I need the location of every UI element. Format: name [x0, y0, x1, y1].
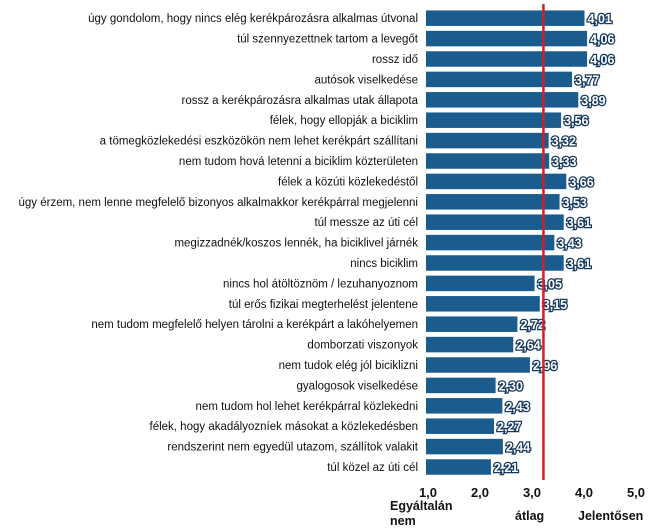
bar [426, 173, 567, 190]
value-label: 2,96 [533, 359, 557, 373]
value-label: 2,30 [499, 379, 523, 393]
value-label: 2,21 [494, 461, 518, 475]
caption-left-line2: nem [390, 514, 416, 528]
x-tick-label: 3,0 [523, 485, 541, 500]
value-label: 4,01 [588, 12, 612, 26]
x-tick-label: 1,0 [419, 485, 437, 500]
category-label: nincs biciklim [350, 258, 418, 270]
value-label: 2,64 [516, 339, 540, 353]
value-label: 4,06 [590, 53, 614, 67]
bar [426, 92, 579, 108]
bar [426, 459, 491, 475]
bar [426, 71, 573, 88]
value-label: 2,27 [497, 420, 521, 434]
bar [426, 51, 588, 67]
bar [426, 418, 495, 434]
category-label: túl messze az úti cél [314, 217, 418, 229]
bar [426, 296, 540, 312]
bar [426, 336, 514, 353]
category-label: gyalogosok viselkedése [297, 380, 418, 392]
category-label: a tömegközlekedési eszközökön nem lehet … [100, 136, 418, 148]
bar [426, 357, 530, 373]
bar [426, 30, 588, 47]
value-label: 3,32 [552, 135, 576, 149]
bar [426, 194, 560, 210]
bar [426, 214, 564, 230]
bar [426, 153, 550, 169]
category-labels: úgy gondolom, hogy nincs elég kerékpároz… [18, 13, 418, 474]
value-labels: 4,01 4,06 4,06 3,77 3,89 3,56 3,32 3,33 3,66 3,53… [493, 11, 616, 476]
value-label: 2,44 [506, 441, 530, 455]
category-label: nincs hol átöltöznöm / lezuhanyoznom [223, 278, 418, 290]
value-label: 3,53 [563, 196, 587, 210]
x-axis-ticks: 1,0 2,0 3,0 4,0 5,0 [419, 485, 645, 500]
category-label: félek, hogy ellopják a biciklim [270, 115, 418, 127]
category-label: nem tudom hol lehet kerékpárral közleked… [196, 401, 418, 413]
value-label: 3,61 [567, 216, 591, 230]
category-label: túl szennyezettnek tartom a levegőt [237, 34, 419, 46]
category-label: rossz idő [372, 54, 418, 66]
category-label: nem tudom megfelelő helyen tárolni a ker… [91, 319, 418, 331]
bar [426, 275, 535, 292]
value-label: 3,89 [581, 94, 605, 108]
caption-right: Jelentősen [578, 509, 643, 523]
caption-middle: átlag [515, 509, 544, 523]
x-tick-label: 5,0 [627, 485, 645, 500]
value-label: 3,77 [575, 73, 599, 87]
category-label: úgy gondolom, hogy nincs elég kerékpároz… [88, 13, 418, 25]
bar [426, 398, 503, 414]
bar [426, 132, 549, 149]
category-label: túl közel az úti cél [327, 462, 418, 474]
value-label: 3,33 [552, 155, 576, 169]
value-label: 2,43 [505, 400, 529, 414]
category-label: rendszerint nem egyedül utazom, szállíto… [167, 442, 418, 454]
value-label: 4,06 [590, 33, 614, 47]
category-label: nem tudok elég jól biciklizni [279, 360, 418, 372]
x-tick-label: 2,0 [471, 485, 489, 500]
bar [426, 234, 555, 251]
category-label: félek, hogy akadályozníek másokat a közl… [150, 421, 419, 433]
category-label: domborzati viszonyok [307, 340, 418, 352]
category-label: megizzadnék/koszos lennék, ha biciklivel… [174, 238, 418, 250]
value-label: 3,61 [567, 257, 591, 271]
category-label: félek a közúti közlekedéstől [278, 176, 418, 188]
bar [426, 112, 562, 128]
bars-layer [426, 10, 588, 475]
value-label: 3,43 [557, 237, 581, 251]
value-label: 3,15 [543, 298, 567, 312]
value-label: 3,66 [569, 175, 593, 189]
x-tick-label: 4,0 [575, 485, 593, 500]
value-label: 3,56 [564, 114, 588, 128]
category-label: rossz a kerékpározásra alkalmas utak áll… [181, 95, 418, 107]
bar [426, 316, 518, 332]
value-label: 3,05 [538, 277, 562, 291]
category-label: autósok viselkedése [314, 74, 418, 86]
bar [426, 438, 503, 455]
category-label: nem tudom hová letenni a biciklim közter… [179, 156, 418, 168]
category-label: túl erős fizikai megterhelést jelentene [229, 299, 418, 311]
bar [426, 377, 496, 394]
bar [426, 255, 564, 271]
caption-left-line1: Egyáltalán [390, 499, 453, 513]
category-label: úgy érzem, nem lenne megfelelő bizonyos … [18, 197, 418, 209]
value-label: 2,72 [520, 318, 544, 332]
bar [426, 10, 585, 26]
